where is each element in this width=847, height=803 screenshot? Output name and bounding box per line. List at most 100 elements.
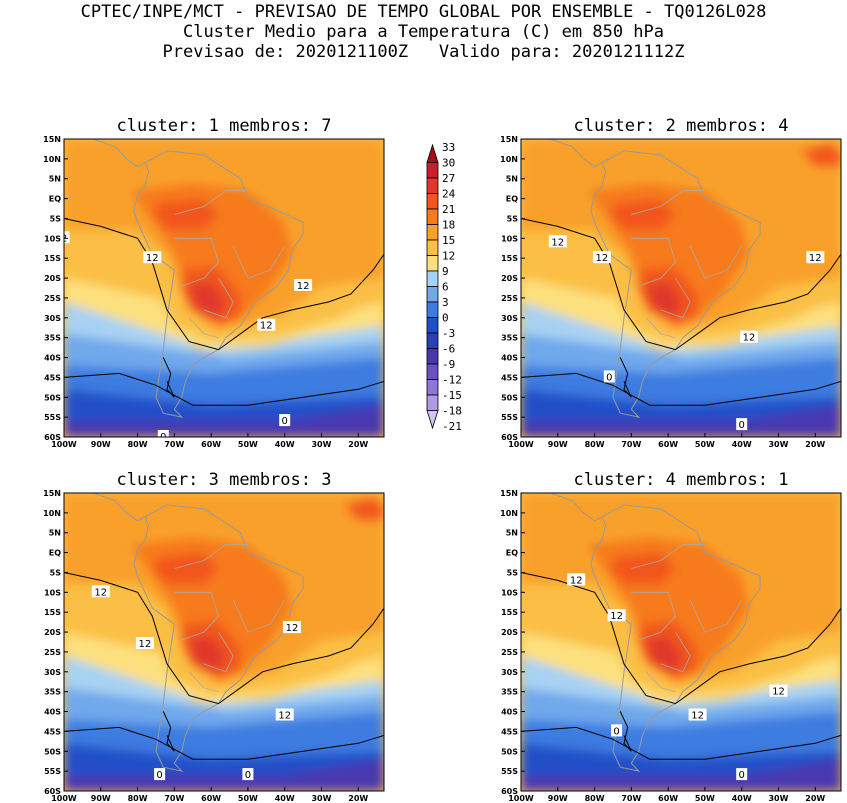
contour-line [64,572,384,705]
border-line [188,671,219,693]
temperature-band [521,405,841,437]
y-tick-label: 25S [501,294,518,303]
x-tick-label: 100W [51,440,77,449]
contour-label-bg [740,330,758,343]
y-tick-label: 55S [44,413,61,422]
y-tick-label: 30S [44,668,61,677]
x-tick-label: 70W [621,440,641,449]
colorbar-swatch [426,177,439,194]
contour-line [619,711,632,752]
plot-frame [63,138,385,438]
contour-label: 12 [297,281,310,292]
x-tick-label: 20W [805,794,825,803]
contour-line [521,572,841,705]
y-tick-label: 10S [501,234,518,243]
border-line [660,277,691,319]
x-tick-label: 50W [238,440,258,449]
border-line [631,544,705,569]
temperature-band [64,286,384,358]
contour-label-bg [688,708,707,721]
contour-label: 0 [282,416,288,427]
y-tick-label: 60S [501,433,518,442]
header-dates: Previsao de: 2020121100Z Valido para: 20… [162,42,685,62]
colorbar-swatch [426,394,439,411]
y-tick-label: EQ [506,549,518,558]
x-tick-label: 50W [695,440,715,449]
contour-label: 0 [245,770,251,781]
x-tick-label: 40W [275,794,295,803]
colorbar-label: 0 [442,312,449,325]
contour-label-bg [257,318,276,331]
y-tick-label: 60S [501,787,518,796]
border-line [645,317,676,339]
colorbar-label: 6 [442,281,449,294]
y-tick-label: EQ [506,195,518,204]
temperature-band [152,552,219,585]
y-tick-label: 60S [44,787,61,796]
colorbar-label: 9 [442,265,449,278]
contour-label-bg [275,708,294,721]
colorbar-swatch [426,348,439,365]
y-tick-label: 5N [49,529,61,538]
y-tick-label: 20S [501,628,518,637]
colorbar-swatch [426,410,439,430]
colorbar-swatch [426,255,439,272]
y-tick-label: 40S [44,708,61,717]
x-tick-label: 90W [548,794,568,803]
colorbar-swatch [426,286,439,303]
y-tick-label: 10S [44,234,61,243]
contour-label: 12 [596,253,609,264]
header-title: CPTEC/INPE/MCT - PREVISAO DE TEMPO GLOBA… [80,2,767,22]
y-tick-label: 5S [50,568,62,577]
contour-label-bg [769,684,788,697]
coastline [133,504,304,772]
x-tick-label: 50W [695,794,715,803]
x-tick-label: 90W [548,440,568,449]
contour-line [64,726,384,760]
contour-label-bg [806,251,825,264]
colorbar-swatch [426,363,439,380]
contour-label-bg [135,637,154,649]
x-tick-label: 80W [128,440,148,449]
y-tick-label: 30S [501,314,518,323]
y-tick-label: 25S [44,294,61,303]
y-tick-label: 50S [44,393,61,402]
border-line [689,246,743,279]
temperature-band [521,600,841,704]
contour-label-bg [567,573,586,586]
contour-label: 0 [160,432,166,443]
colorbar-swatch [426,332,439,349]
coastline [521,139,603,168]
y-tick-label: 10N [43,509,61,518]
y-tick-label: 5S [50,214,62,223]
colorbar-swatch [426,301,439,318]
plot-frame [520,492,842,792]
y-tick-label: 10N [500,509,518,518]
contour-label-bg [607,609,626,622]
y-tick-label: 20S [44,274,61,283]
temperature-band [189,282,226,318]
y-tick-label: 55S [501,767,518,776]
plot-frame [520,138,842,438]
colorbar-label: -21 [442,420,462,433]
y-tick-label: 20S [501,274,518,283]
y-tick-label: 45S [44,373,61,382]
colorbar-label: -15 [442,389,462,402]
border-line [660,631,691,673]
contour-label: 12 [278,711,291,722]
y-tick-label: 5S [507,568,519,577]
y-tick-label: 35S [44,334,61,343]
y-tick-label: 15S [501,608,518,617]
colorbar-label: -12 [442,374,462,387]
x-tick-label: 40W [275,440,295,449]
x-tick-label: 20W [348,440,368,449]
colorbar-label: 18 [442,219,455,232]
border-line [203,277,234,319]
temperature-band [64,222,384,334]
coastline [590,150,761,418]
contour-label: 12 [772,687,785,698]
y-tick-label: 45S [501,373,518,382]
colorbar-label: 21 [442,203,455,216]
x-tick-label: 60W [201,440,221,449]
